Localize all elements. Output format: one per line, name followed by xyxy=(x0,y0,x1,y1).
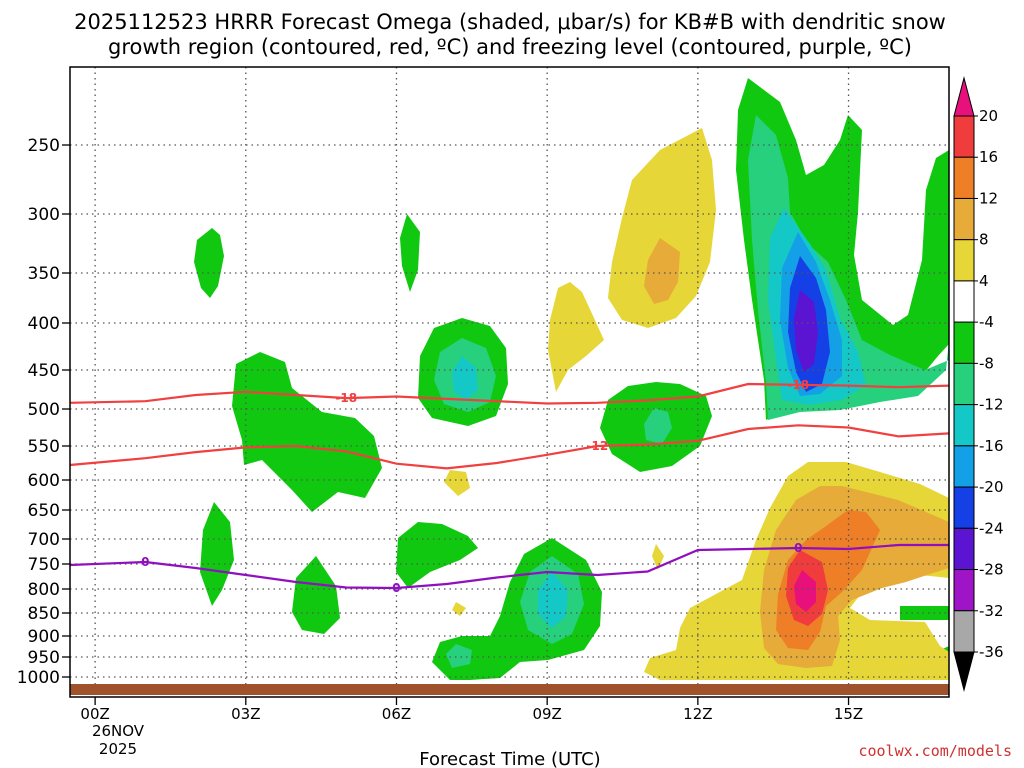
omega-region-cyan-2 xyxy=(538,572,568,628)
colorbar-segment xyxy=(953,569,975,612)
y-tick-label: 850 xyxy=(28,604,60,624)
omega-region-green-11 xyxy=(900,606,949,620)
colorbar-segment xyxy=(953,527,975,571)
omega-region-green-1 xyxy=(194,228,224,298)
x-tick-date: 26NOV xyxy=(92,722,145,740)
ground-strip xyxy=(70,684,949,695)
y-tick-label: 350 xyxy=(28,264,60,284)
colorbar-tick-label: -36 xyxy=(979,643,1004,661)
omega-region-teal-4 xyxy=(644,408,672,444)
colorbar-tick-label: -28 xyxy=(979,561,1004,579)
colorbar-tick-label: -12 xyxy=(979,396,1004,414)
y-tick-label: 300 xyxy=(28,205,60,225)
colorbar-segment xyxy=(953,404,975,447)
y-tick-label: 800 xyxy=(28,580,60,600)
omega-region-green-4 xyxy=(292,556,340,634)
colorbar-segment xyxy=(953,321,975,364)
x-tick-year: 2025 xyxy=(99,740,137,758)
freezing-level-contour xyxy=(69,543,949,590)
colorbar-tick-label: 16 xyxy=(979,148,998,166)
chart-title-line-2: growth region (contoured, red, ºC) and f… xyxy=(108,35,912,59)
colorbar-tick-label: 12 xyxy=(979,189,998,207)
colorbar-bottom-triangle xyxy=(953,651,975,692)
y-tick-label: 900 xyxy=(28,627,60,647)
omega-region-green-5 xyxy=(400,214,420,292)
plot-frame xyxy=(69,66,950,698)
colorbar-segment xyxy=(953,610,975,653)
colorbar-segment xyxy=(953,115,975,158)
x-axis: 00Z 03Z 06Z 09Z 12Z 15Z xyxy=(80,697,863,723)
y-tick-label: 750 xyxy=(28,555,60,575)
colorbar-segment xyxy=(953,486,975,529)
contour-label: -18 xyxy=(787,378,809,392)
x-tick-label: 06Z xyxy=(382,705,411,723)
omega-shading xyxy=(194,78,949,680)
colorbar-segment xyxy=(953,197,975,241)
dgz-contour-minus18 xyxy=(69,382,950,405)
contour-label: -12 xyxy=(587,439,609,453)
y-tick-label: 550 xyxy=(28,437,60,457)
colorbar-segment xyxy=(953,362,975,406)
y-tick-label: 600 xyxy=(28,471,60,491)
omega-region-green-3 xyxy=(200,502,234,606)
colorbar-segment xyxy=(953,239,975,282)
omega-region-lightorange-1 xyxy=(644,238,680,304)
colorbar-segment xyxy=(953,445,975,488)
omega-region-teal-3 xyxy=(446,644,472,668)
x-tick-label: 12Z xyxy=(683,705,712,723)
colorbar-tick-label: -24 xyxy=(979,519,1004,537)
colorbar-segment xyxy=(953,280,975,323)
x-tick-label: 00Z xyxy=(80,705,109,723)
omega-region-yellow-3 xyxy=(444,470,470,496)
omega-region-green-2 xyxy=(232,352,382,512)
x-axis-label: Forecast Time (UTC) xyxy=(419,749,600,768)
x-tick-label: 09Z xyxy=(532,705,561,723)
grid xyxy=(70,67,949,684)
colorbar-tick-label: -20 xyxy=(979,478,1004,496)
y-tick-label: 650 xyxy=(28,501,60,521)
colorbar-tick-label: 20 xyxy=(979,107,998,125)
y-axis: 250 300 350 400 450 500 550 600 650 700 750 800 850 9… xyxy=(17,136,70,688)
colorbar-tick-label: -8 xyxy=(979,354,994,372)
omega-region-purple-1 xyxy=(794,290,818,372)
x-tick-label: 03Z xyxy=(231,705,260,723)
y-tick-label: 950 xyxy=(28,648,60,668)
chart-title-line-1: 2025112523 HRRR Forecast Omega (shaded, … xyxy=(74,10,946,34)
colorbar-tick-label: -4 xyxy=(979,313,994,331)
credit-text: coolwx.com/models xyxy=(858,742,1012,760)
contour-label: -18 xyxy=(335,391,357,405)
contour-lines: -18 -18 -12 0 0 0 xyxy=(69,378,950,595)
colorbar-segment xyxy=(953,156,975,199)
colorbar-tick-label: 4 xyxy=(979,272,989,290)
colorbar-tick-label: 8 xyxy=(979,231,989,249)
omega-region-yellow-5 xyxy=(652,544,664,570)
omega-region-magenta-1 xyxy=(794,570,816,612)
y-tick-label: 250 xyxy=(28,136,60,156)
colorbar-top-triangle xyxy=(953,76,975,117)
contour-label: 0 xyxy=(794,541,802,555)
contour-label: 0 xyxy=(141,555,149,569)
y-tick-label: 450 xyxy=(28,361,60,381)
y-tick-label: 1000 xyxy=(17,668,60,688)
colorbar-tick-label: -32 xyxy=(979,602,1004,620)
colorbar: 20 16 12 8 4 -4 -8 -12 -16 -20 -24 -28 -32 -36 xyxy=(953,76,1004,692)
dgz-contour-minus12 xyxy=(69,424,950,470)
omega-region-yellow-2 xyxy=(548,282,604,392)
contour-label: 0 xyxy=(392,581,400,595)
colorbar-tick-label: -16 xyxy=(979,437,1004,455)
y-tick-label: 400 xyxy=(28,314,60,334)
x-tick-label: 15Z xyxy=(834,705,863,723)
y-tick-label: 700 xyxy=(28,530,60,550)
omega-region-cyan-1 xyxy=(452,356,478,400)
omega-region-yellow-1 xyxy=(608,128,716,328)
y-tick-label: 500 xyxy=(28,400,60,420)
